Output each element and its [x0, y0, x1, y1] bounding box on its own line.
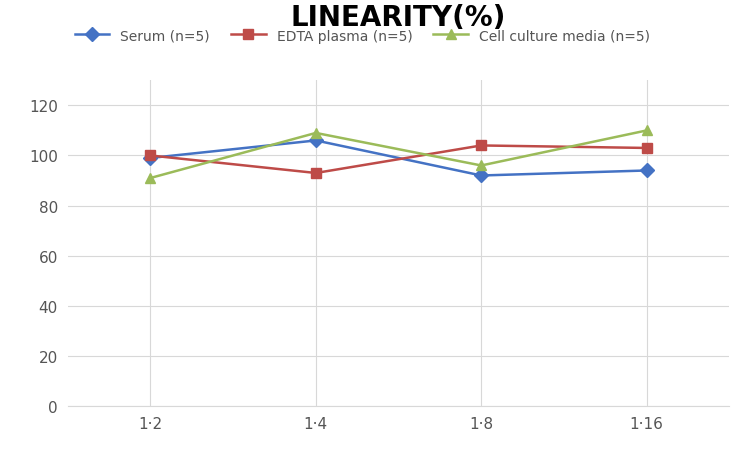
Legend: Serum (n=5), EDTA plasma (n=5), Cell culture media (n=5): Serum (n=5), EDTA plasma (n=5), Cell cul…: [74, 30, 650, 44]
Serum (n=5): [642, 168, 651, 174]
Line: Cell culture media (n=5): Cell culture media (n=5): [146, 126, 651, 184]
EDTA plasma (n=5): [477, 143, 486, 149]
Serum (n=5): [477, 173, 486, 179]
EDTA plasma (n=5): [146, 153, 155, 159]
Serum (n=5): [146, 156, 155, 161]
Cell culture media (n=5): [311, 131, 320, 136]
Cell culture media (n=5): [477, 163, 486, 169]
Serum (n=5): [311, 138, 320, 144]
EDTA plasma (n=5): [311, 171, 320, 176]
EDTA plasma (n=5): [642, 146, 651, 152]
Cell culture media (n=5): [642, 129, 651, 134]
Line: EDTA plasma (n=5): EDTA plasma (n=5): [146, 141, 651, 179]
Title: LINEARITY(%): LINEARITY(%): [291, 4, 506, 32]
Line: Serum (n=5): Serum (n=5): [146, 136, 651, 181]
Cell culture media (n=5): [146, 176, 155, 181]
